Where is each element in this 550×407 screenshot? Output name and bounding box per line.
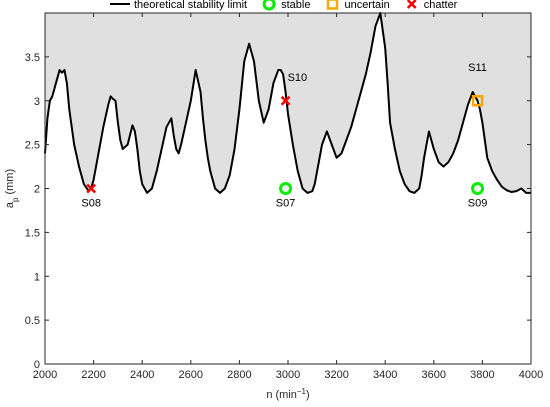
y-axis-label-sub: p <box>11 197 20 202</box>
legend-label: uncertain <box>344 0 389 11</box>
y-tick-label: 2 <box>34 184 40 196</box>
x-axis-label: n (min−1) <box>266 387 309 402</box>
y-axis-label-base: a <box>4 201 16 208</box>
y-axis-label: ap (mm) <box>4 169 20 208</box>
x-axis-label-base: n (min <box>266 389 297 401</box>
point-label: S07 <box>276 198 296 210</box>
legend-label: stable <box>281 0 310 11</box>
point-label: S08 <box>81 198 101 210</box>
point-label: S10 <box>288 72 308 84</box>
y-tick-label: 3 <box>34 96 40 108</box>
chatter-point-marker <box>86 183 97 194</box>
y-tick-label: 0.5 <box>25 315 40 327</box>
x-tick-label: 2800 <box>227 369 251 381</box>
chatter-point-marker <box>280 95 291 106</box>
measurement-points: S08 S10 S07 S11 S09 <box>81 62 487 210</box>
x-tick-label: 2200 <box>81 369 105 381</box>
x-axis-label-tail: ) <box>306 389 310 401</box>
point-label: S11 <box>468 62 487 74</box>
point-label: S09 <box>468 198 488 210</box>
stability-limit-series <box>44 12 531 194</box>
x-tick-label: 4000 <box>519 369 543 381</box>
x-axis-ticks: 2000 2200 2400 2600 2800 3000 3200 3400 3600 3800… <box>33 13 543 381</box>
stable-point-marker <box>279 182 293 195</box>
chatter-point-marker-stroke-b <box>86 183 97 194</box>
legend-chatter-swatch-stroke-b <box>406 0 417 9</box>
legend-uncertain-swatch <box>326 0 339 10</box>
x-tick-label: 2400 <box>130 369 154 381</box>
y-axis-label-tail: (mm) <box>4 169 16 198</box>
x-tick-label: 3800 <box>470 369 494 381</box>
legend-label: theoretical stability limit <box>134 0 247 11</box>
legend-stable-swatch <box>262 0 276 11</box>
y-tick-label: 1.5 <box>25 227 40 239</box>
uncertain-point-marker <box>471 95 484 107</box>
legend-chatter-swatch <box>406 0 417 9</box>
y-tick-label: 3.5 <box>25 52 40 64</box>
x-tick-label: 3200 <box>324 369 348 381</box>
stability-limit-line <box>44 12 531 194</box>
x-tick-label: 2000 <box>33 369 57 381</box>
y-tick-label: 1 <box>34 271 40 283</box>
x-axis-label-sup: −1 <box>297 387 307 396</box>
x-tick-label: 3600 <box>422 369 446 381</box>
y-axis-ticks: 0 0.5 1 1.5 2 2.5 3 3.5 <box>25 52 531 371</box>
legend-label: chatter <box>424 0 458 11</box>
stable-point-marker <box>471 182 485 195</box>
chatter-point-marker-stroke-b <box>280 95 291 106</box>
x-tick-label: 3000 <box>276 369 300 381</box>
legend: theoretical stability limit stable uncerta… <box>110 0 458 11</box>
y-tick-label: 2.5 <box>25 140 40 152</box>
x-tick-label: 2600 <box>179 369 203 381</box>
x-tick-label: 3400 <box>373 369 397 381</box>
y-tick-label: 0 <box>34 359 40 371</box>
